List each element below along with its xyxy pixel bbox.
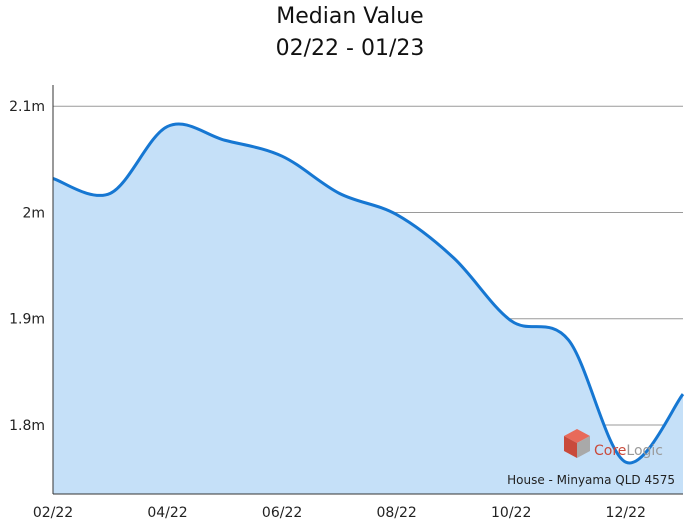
x-tick-label: 10/22	[491, 505, 531, 521]
x-tick-label: 04/22	[147, 505, 187, 521]
corelogic-logo: CoreLogic	[564, 429, 663, 459]
x-tick-label: 12/22	[606, 505, 646, 521]
y-tick-label: 1.9m	[9, 312, 45, 328]
y-tick-label: 2m	[22, 205, 45, 221]
x-tick-label: 02/22	[33, 505, 73, 521]
series-line	[52, 122, 685, 465]
source-label: House - Minyama QLD 4575	[507, 473, 675, 487]
logo-cube-icon	[564, 429, 590, 458]
chart-title: Median Value	[276, 4, 424, 29]
x-tick-labels: 02/22 04/22 06/22 08/22 10/22 12/22	[33, 505, 646, 521]
x-tick-label: 06/22	[262, 505, 302, 521]
y-tick-labels: 1.8m 1.9m 2m 2.1m	[9, 99, 45, 434]
y-tick-label: 2.1m	[9, 99, 45, 115]
x-tick-label: 08/22	[376, 505, 416, 521]
y-tick-label: 1.8m	[9, 418, 45, 434]
chart-subtitle: 02/22 - 01/23	[275, 36, 425, 61]
logo-text: CoreLogic	[594, 443, 663, 459]
series-area	[53, 123, 683, 494]
